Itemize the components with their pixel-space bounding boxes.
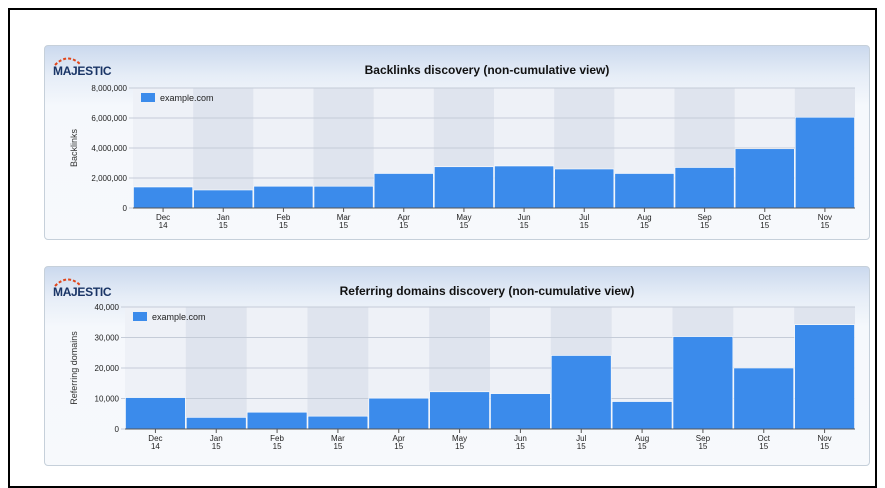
bar xyxy=(674,167,735,209)
x-tick-label-year: 14 xyxy=(159,221,168,230)
x-tick-label-year: 15 xyxy=(577,442,586,451)
x-tick-label-month: Jul xyxy=(579,213,589,222)
x-tick-label-year: 14 xyxy=(151,442,160,451)
logo-text: MAJESTIC xyxy=(53,64,112,78)
x-tick-label-month: Apr xyxy=(393,434,406,443)
x-tick-label-year: 15 xyxy=(459,221,468,230)
bar xyxy=(434,166,494,209)
bar xyxy=(307,415,369,430)
x-tick-label-year: 15 xyxy=(333,442,342,451)
bar xyxy=(554,168,615,209)
x-tick-label-year: 15 xyxy=(399,221,408,230)
x-tick-label-year: 15 xyxy=(759,442,768,451)
chart-title: Referring domains discovery (non-cumulat… xyxy=(339,284,635,298)
majestic-logo: MAJESTIC xyxy=(53,56,113,80)
backlinks-chart: 0 2,000,000 4,000,000 6,000,000 8,000,000 Bac… xyxy=(69,84,855,230)
x-tick-label-year: 15 xyxy=(455,442,464,451)
bar xyxy=(611,401,673,430)
x-tick-label-year: 15 xyxy=(700,221,709,230)
bar xyxy=(373,173,434,209)
bar xyxy=(734,148,795,209)
y-tick-label: 2,000,000 xyxy=(91,174,127,183)
bar xyxy=(313,185,374,209)
y-tick-label: 10,000 xyxy=(95,395,120,404)
bar xyxy=(494,165,554,209)
x-tick-label-month: Oct xyxy=(759,213,772,222)
bar xyxy=(733,367,794,430)
legend-label: example.com xyxy=(152,312,206,322)
bar xyxy=(795,116,855,209)
legend-swatch xyxy=(141,93,155,102)
x-tick-label-month: May xyxy=(452,434,467,443)
legend-label: example.com xyxy=(160,93,214,103)
bar xyxy=(253,185,314,209)
y-tick-label: 40,000 xyxy=(95,303,120,312)
x-tick-label-month: Nov xyxy=(818,213,832,222)
x-tick-label-month: Jan xyxy=(210,434,223,443)
backlinks-chart-panel: MAJESTIC Backlinks discovery (non-cumula… xyxy=(44,45,870,240)
y-tick-label: 8,000,000 xyxy=(91,84,127,93)
x-tick-label-year: 15 xyxy=(516,442,525,451)
x-tick-label-month: Jul xyxy=(576,434,586,443)
x-tick-label-year: 15 xyxy=(638,442,647,451)
bar xyxy=(490,393,551,430)
x-tick-label-month: Dec xyxy=(156,213,170,222)
bar xyxy=(429,391,490,430)
x-tick-label-year: 15 xyxy=(394,442,403,451)
x-tick-label-year: 15 xyxy=(820,221,829,230)
x-tick-label-year: 15 xyxy=(212,442,221,451)
bar xyxy=(193,189,254,209)
y-tick-label: 6,000,000 xyxy=(91,114,127,123)
chart-title: Backlinks discovery (non-cumulative view… xyxy=(364,63,610,77)
logo-text: MAJESTIC xyxy=(53,285,112,299)
x-tick-label-month: Mar xyxy=(331,434,345,443)
y-tick-label: 30,000 xyxy=(95,334,120,343)
bar xyxy=(368,397,429,430)
x-tick-label-month: Jun xyxy=(518,213,531,222)
x-tick-label-year: 15 xyxy=(279,221,288,230)
bar xyxy=(614,173,675,209)
y-axis-label: Backlinks xyxy=(69,128,79,167)
x-tick-label-year: 15 xyxy=(640,221,649,230)
x-tick-label-year: 15 xyxy=(339,221,348,230)
y-tick-label: 4,000,000 xyxy=(91,144,127,153)
x-tick-label-month: Aug xyxy=(635,434,649,443)
bar xyxy=(125,397,186,430)
y-tick-label: 0 xyxy=(115,425,120,434)
x-tick-label-month: Sep xyxy=(697,213,712,222)
referring-domains-chart: 0 10,000 20,000 30,000 40,000 Referring domai… xyxy=(69,303,855,451)
bar xyxy=(551,355,612,430)
x-tick-label-year: 15 xyxy=(760,221,769,230)
x-tick-label-year: 15 xyxy=(520,221,529,230)
x-tick-label-month: Feb xyxy=(270,434,284,443)
referring-domains-chart-panel: MAJESTIC Referring domains discovery (no… xyxy=(44,266,870,466)
y-tick-label: 0 xyxy=(123,204,128,213)
x-tick-label-month: May xyxy=(456,213,471,222)
y-tick-label: 20,000 xyxy=(95,364,120,373)
x-tick-label-month: Aug xyxy=(637,213,651,222)
x-tick-label-month: Mar xyxy=(337,213,351,222)
x-tick-label-year: 15 xyxy=(273,442,282,451)
x-tick-label-year: 15 xyxy=(219,221,228,230)
bar xyxy=(246,411,308,430)
x-tick-label-month: Sep xyxy=(696,434,711,443)
x-tick-label-month: Jun xyxy=(514,434,527,443)
x-tick-label-year: 15 xyxy=(698,442,707,451)
bar xyxy=(794,324,855,430)
bar xyxy=(186,417,247,430)
x-tick-label-year: 15 xyxy=(820,442,829,451)
y-axis-label: Referring domains xyxy=(69,331,79,405)
x-tick-label-month: Apr xyxy=(398,213,411,222)
x-tick-label-year: 15 xyxy=(580,221,589,230)
bar xyxy=(133,186,193,209)
x-tick-label-month: Nov xyxy=(817,434,831,443)
x-tick-label-month: Feb xyxy=(277,213,291,222)
legend-swatch xyxy=(133,312,147,321)
x-tick-label-month: Jan xyxy=(217,213,230,222)
majestic-logo: MAJESTIC xyxy=(53,277,113,301)
x-tick-label-month: Oct xyxy=(758,434,771,443)
x-tick-label-month: Dec xyxy=(148,434,162,443)
bar xyxy=(672,336,734,430)
